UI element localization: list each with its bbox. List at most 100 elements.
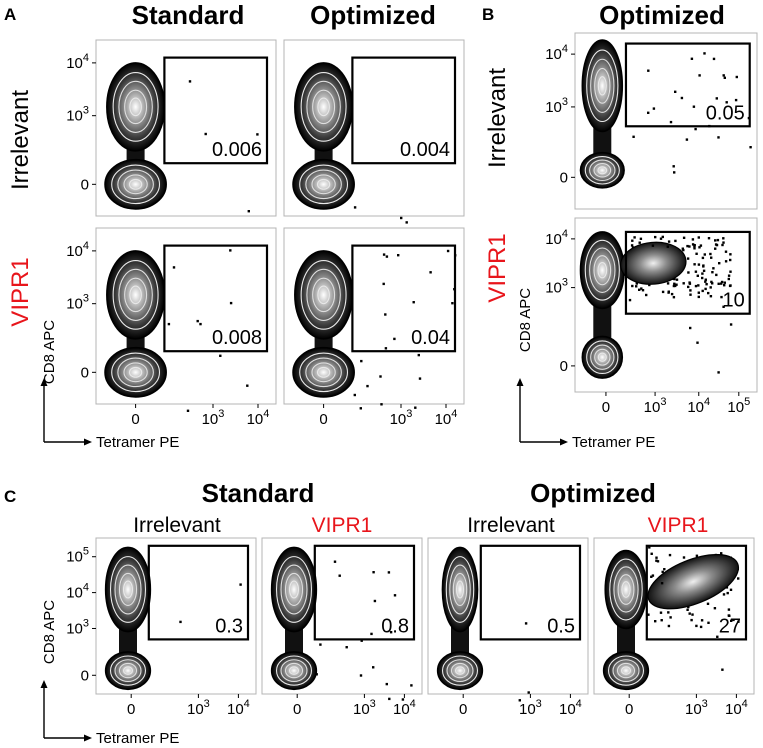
cd8-negative-population-contour-line — [275, 655, 313, 686]
rare-event — [319, 643, 322, 646]
rare-event — [179, 620, 182, 624]
tetramer-positive-event — [682, 556, 686, 559]
rare-event — [384, 313, 387, 316]
header-b-optimized: Optimized — [599, 0, 725, 30]
axis-arrows-a — [40, 378, 92, 446]
tetramer-positive-event — [705, 283, 708, 286]
flow-plot-b-vipr1-optimized: 104 103 0 0 103 104 105 10 — [545, 217, 758, 416]
x-tick-label: 0 — [131, 411, 139, 428]
tetramer-positive-event — [695, 624, 698, 628]
tetramer-positive-event — [682, 282, 685, 285]
tetramer-positive-event — [633, 236, 636, 239]
tetramer-positive-event — [726, 591, 729, 595]
tetramer-positive-event — [661, 235, 664, 239]
rare-event — [387, 571, 391, 574]
tetramer-positive-event — [712, 267, 715, 270]
x-tick-label: 103 — [519, 698, 542, 718]
rare-event — [717, 136, 720, 139]
cd8-positive-population-contour-line — [590, 58, 615, 113]
cd8-negative-population-contour-line — [589, 159, 616, 182]
tetramer-positive-event — [656, 560, 660, 563]
tetramer-positive-event — [674, 239, 677, 243]
cd8-positive-population-contour-line — [594, 67, 611, 104]
tetramer-positive-event — [710, 256, 713, 259]
x-tick-label: 0 — [459, 701, 467, 718]
cd8-negative-population-contour-line — [597, 352, 607, 362]
cd8-negative-population — [581, 335, 624, 379]
cd8-positive-population-contour-line — [593, 255, 612, 286]
cd8-negative-population-contour-line — [114, 659, 142, 683]
x-tick-label: 105 — [727, 396, 750, 416]
x-tick-label: 0 — [602, 399, 610, 416]
tetramer-positive-event — [729, 588, 733, 591]
cd8-positive-population-contour-line — [129, 285, 142, 305]
cd8-positive-population-contour-line — [617, 574, 635, 605]
rare-event — [380, 403, 383, 406]
tetramer-positive-event — [682, 248, 685, 252]
rare-event — [397, 254, 400, 257]
tetramer-positive-event — [667, 291, 670, 294]
cd8-negative-population-contour-line — [128, 366, 143, 378]
cd8-negative-population-contour-line — [123, 362, 148, 383]
tetramer-gate — [163, 56, 269, 165]
cd8-positive-population-contour-line — [597, 261, 608, 279]
cd8-negative-population-contour-line — [305, 357, 342, 388]
rare-event — [698, 74, 701, 77]
cd8-negative-population-contour-line — [311, 362, 336, 383]
rare-event — [345, 646, 348, 649]
tetramer-positive-event — [689, 289, 692, 292]
rare-event — [372, 571, 375, 574]
tetramer-positive-event — [697, 236, 700, 239]
y-tick-label: 0 — [560, 169, 568, 186]
tetramer-positive-event — [709, 286, 712, 289]
tetramer-positive-event — [694, 270, 698, 273]
y-tick-label: 0 — [81, 176, 89, 193]
c-label-optimized-irrelevant: Irrelevant — [467, 514, 555, 537]
y-tick-label: 104 — [545, 228, 568, 248]
rare-event — [256, 133, 259, 136]
tetramer-positive-event — [707, 621, 710, 624]
cd8-negative-population-contour-line — [454, 666, 466, 675]
row-label-b-irrelevant: Irrelevant — [484, 68, 511, 168]
tetramer-positive-event — [704, 280, 707, 283]
tetramer-positive-event — [659, 611, 663, 614]
tetramer-positive-event — [727, 274, 731, 277]
rare-event — [696, 341, 699, 344]
tetramer-positive-event — [729, 258, 732, 262]
gate-percentage: 0.006 — [212, 139, 262, 161]
flow-plot-c-irrelevant-optimized: 0 103 104 0.5 — [427, 537, 589, 718]
cd8-negative-population-contour-line — [284, 662, 304, 679]
x-tick-label: 104 — [687, 396, 710, 416]
cd8-positive-population-contour-line — [288, 580, 300, 599]
tetramer-positive-event — [659, 237, 663, 240]
tetramer-positive-event — [721, 243, 724, 247]
tetramer-positive-event — [697, 263, 701, 266]
tetramer-positive-event — [675, 278, 679, 281]
x-tick-label: 103 — [202, 408, 225, 428]
cd8-positive-population — [604, 549, 648, 630]
tetramer-positive-event — [663, 568, 666, 571]
tetramer-positive-event — [650, 552, 653, 555]
rare-event — [393, 594, 397, 597]
tetramer-positive-event — [691, 613, 694, 616]
tetramer-positive-event — [713, 607, 717, 610]
cd8-positive-population-contour-line — [275, 556, 313, 623]
rare-event — [229, 301, 233, 305]
x-tick-label: 103 — [390, 408, 413, 428]
cd8-positive-population — [441, 546, 479, 633]
tetramer-positive-population — [647, 553, 740, 610]
rare-event — [379, 375, 382, 378]
rare-event — [715, 97, 718, 100]
cd8-positive-population — [106, 62, 166, 152]
cd8-negative-population — [579, 151, 625, 189]
rare-event — [672, 165, 675, 168]
x-tick-label: 103 — [685, 698, 708, 718]
rare-event — [418, 377, 422, 380]
rare-event — [382, 253, 386, 256]
tetramer-positive-event — [698, 246, 701, 249]
tetramer-positive-event — [702, 269, 706, 272]
tetramer-positive-event — [709, 252, 712, 256]
tetramer-positive-event — [720, 282, 723, 285]
gate-percentage: 0.3 — [215, 615, 243, 637]
cd8-negative-population-contour-line — [446, 659, 474, 683]
